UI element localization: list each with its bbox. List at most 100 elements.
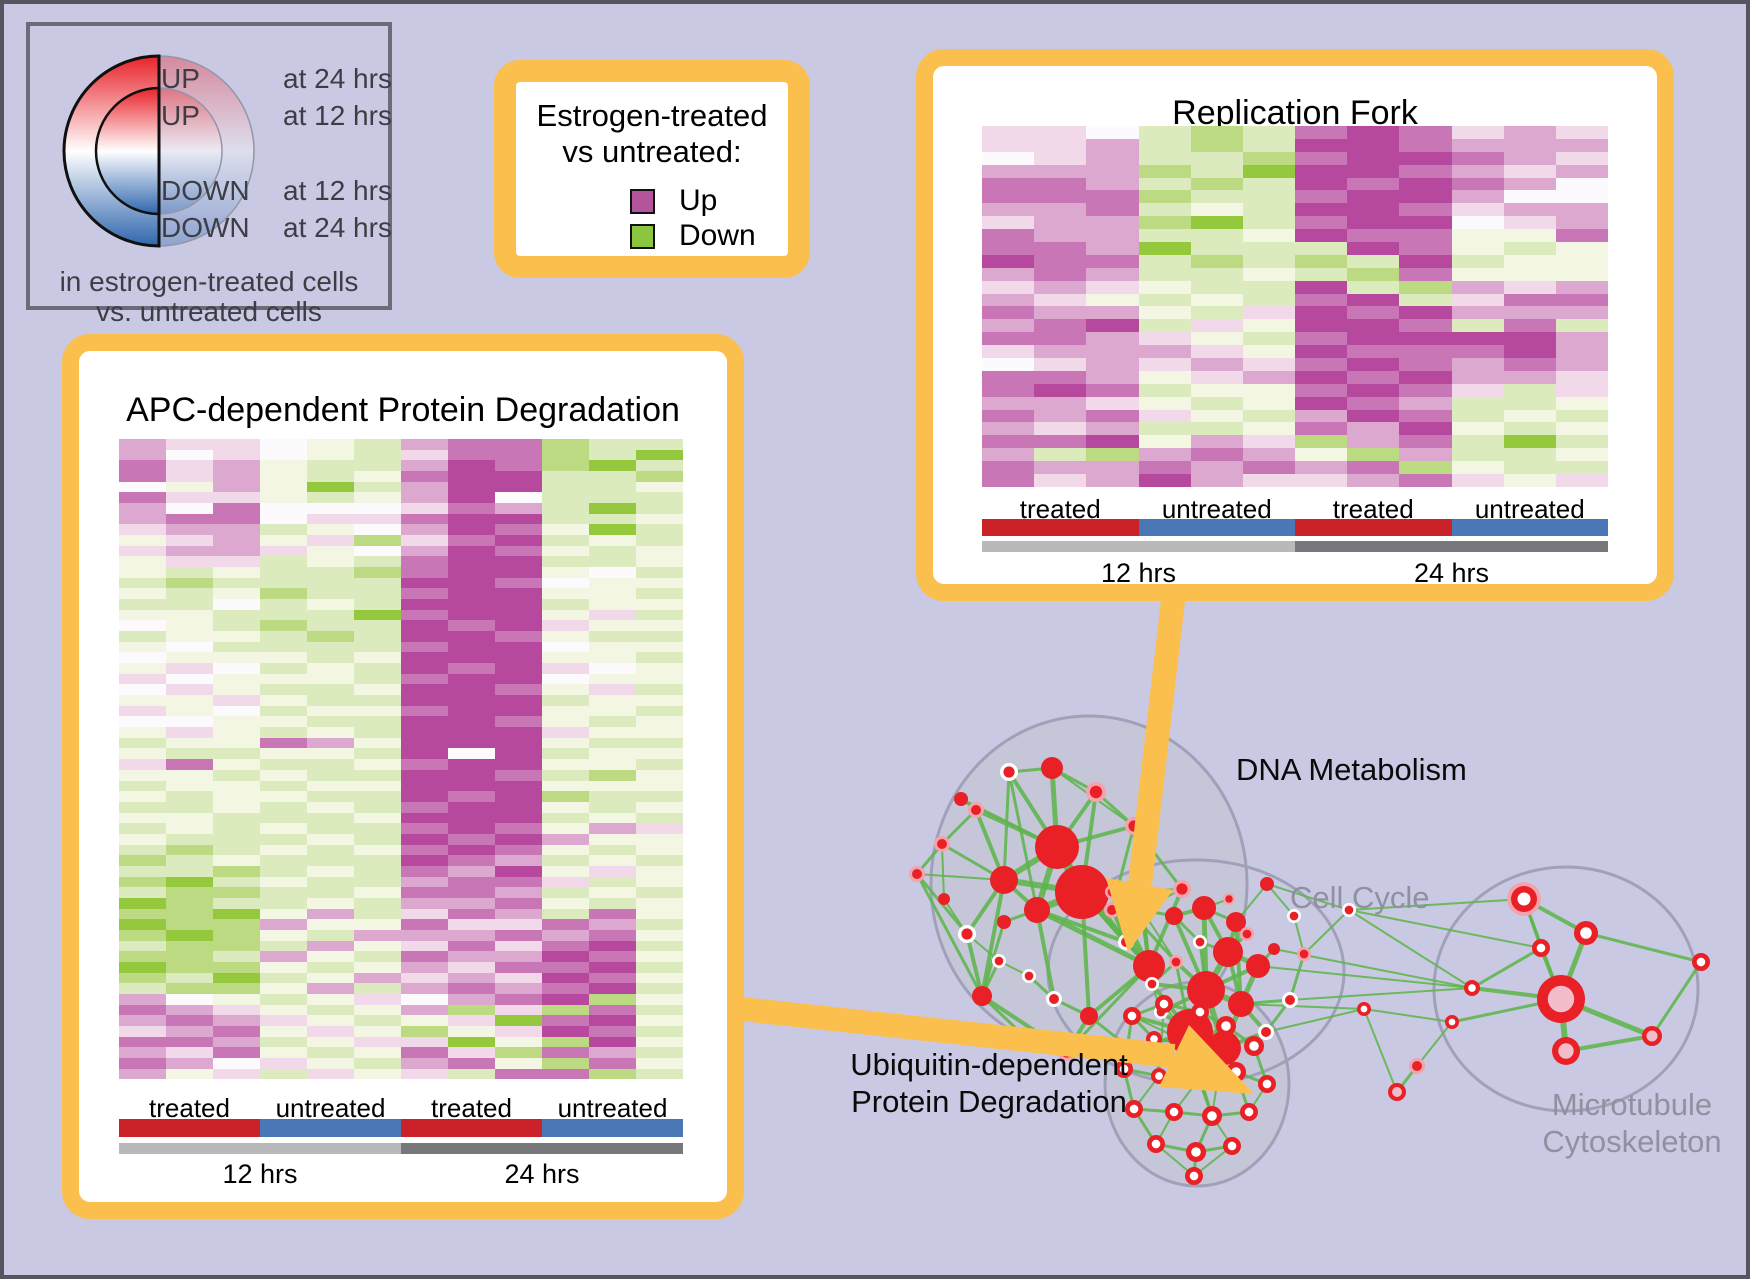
heatmap-cell	[119, 940, 166, 952]
network-edge	[1522, 898, 1543, 949]
heatmap-cell	[1138, 422, 1191, 436]
heatmap-cell	[1399, 164, 1452, 178]
gene-node	[1260, 877, 1274, 891]
heatmap-cell	[354, 983, 401, 994]
updown-legend-title-line1: Estrogen-treated	[536, 98, 768, 133]
gene-node	[1167, 1009, 1213, 1055]
network-edge	[1173, 1078, 1200, 1113]
heatmap-cell	[213, 961, 260, 973]
heatmap-cell	[307, 620, 354, 632]
heatmap-cell	[166, 695, 213, 706]
heatmap-cell	[1138, 151, 1191, 165]
heatmap-row	[119, 769, 683, 781]
heatmap-row	[119, 641, 683, 653]
heatmap-cell	[636, 577, 683, 589]
network-edge	[1416, 1021, 1453, 1067]
heatmap-cell	[448, 535, 495, 546]
heatmap-cell	[448, 801, 495, 813]
heatmap-cell	[1503, 138, 1556, 152]
heatmap-cell	[1034, 306, 1087, 320]
heatmap-cell	[1399, 383, 1452, 397]
heatmap-cell	[401, 503, 448, 514]
heatmap-cell	[354, 673, 401, 685]
heatmap-cell	[1295, 383, 1348, 397]
gene-node	[1176, 883, 1188, 895]
heatmap-cell	[166, 588, 213, 600]
heatmap-cell	[589, 1025, 636, 1037]
gene-node-core	[1185, 1039, 1195, 1049]
network-edge	[1111, 890, 1143, 912]
heatmap-cell	[1138, 396, 1191, 410]
gene-node-ring	[968, 802, 984, 818]
heatmap-cell	[401, 1015, 448, 1026]
heatmap-cell	[589, 673, 636, 685]
heatmap-cell	[636, 695, 683, 706]
heatmap-cell	[1034, 280, 1087, 294]
heatmap-cell	[213, 737, 260, 749]
apc-untreated-bar	[542, 1119, 683, 1137]
heatmap-cell	[636, 716, 683, 728]
heatmap-cell	[213, 897, 260, 909]
heatmap-cell	[401, 855, 448, 866]
gene-node-core	[1448, 1018, 1456, 1026]
gene-node	[1155, 995, 1173, 1013]
network-edge	[1158, 1074, 1200, 1081]
heatmap-cell	[401, 705, 448, 717]
heatmap-cell	[307, 641, 354, 653]
heatmap-cell	[1138, 267, 1191, 281]
heatmap-cell	[260, 503, 307, 514]
heatmap-cell	[448, 1047, 495, 1058]
network-edge	[1211, 1115, 1233, 1147]
heatmap-cell	[542, 652, 589, 664]
heatmap-row	[982, 254, 1609, 268]
heatmap-row	[119, 727, 683, 738]
heatmap-cell	[166, 748, 213, 760]
heatmap-cell	[589, 993, 636, 1005]
heatmap-cell	[636, 887, 683, 898]
heatmap-row	[119, 919, 683, 930]
gene-node	[1642, 1026, 1662, 1046]
heatmap-cell	[1555, 396, 1609, 410]
heatmap-cell	[307, 769, 354, 781]
microtubule-label-line2: Cytoskeleton	[1542, 1124, 1722, 1159]
heatmap-cell	[448, 567, 495, 578]
heatmap-cell	[1190, 280, 1243, 294]
heatmap-cell	[1295, 242, 1348, 255]
heatmap-cell	[589, 972, 636, 984]
heatmap-cell	[354, 1004, 401, 1016]
heatmap-cell	[307, 993, 354, 1005]
heatmap-cell	[307, 983, 354, 994]
heatmap-cell	[542, 727, 589, 738]
heatmap-cell	[119, 588, 166, 600]
gene-node	[937, 839, 947, 849]
heatmap-cell	[401, 1057, 448, 1069]
network-edge	[1522, 898, 1563, 1000]
gene-node-ring	[1022, 969, 1036, 983]
network-edge	[1189, 1024, 1227, 1046]
heatmap-cell	[1295, 358, 1348, 371]
heatmap-cell	[260, 865, 307, 877]
heatmap-cell	[1242, 229, 1296, 243]
heatmap-cell	[1295, 370, 1348, 384]
heatmap-cell	[1295, 435, 1348, 449]
heatmap-cell	[307, 535, 354, 546]
ring-time-12-up: at 12 hrs	[283, 100, 392, 131]
heatmap-cell	[1451, 242, 1504, 255]
heatmap-cell	[166, 492, 213, 504]
gene-node-ring	[1104, 902, 1120, 918]
gene-node	[1147, 1135, 1165, 1153]
heatmap-row	[119, 609, 683, 621]
heatmap-cell	[982, 216, 1035, 230]
heatmap-row	[119, 492, 683, 504]
heatmap-cell	[213, 567, 260, 578]
heatmap-cell	[1086, 151, 1139, 165]
heatmap-cell	[1295, 229, 1348, 243]
network-edge	[1201, 907, 1209, 991]
heatmap-cell	[213, 449, 260, 461]
heatmap-cell	[260, 684, 307, 696]
heatmap-cell	[213, 599, 260, 610]
heatmap-cell	[495, 961, 542, 973]
heatmap-cell	[495, 919, 542, 930]
heatmap-cell	[1451, 422, 1504, 436]
heatmap-row	[119, 588, 683, 600]
